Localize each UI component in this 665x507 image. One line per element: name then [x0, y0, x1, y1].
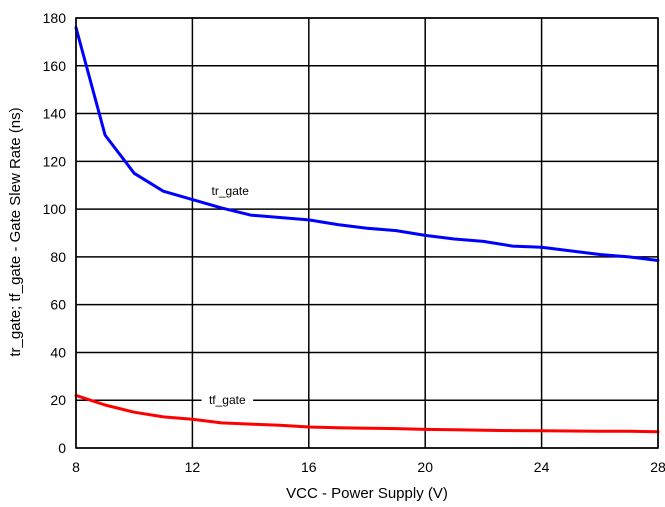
series-label-background [201, 392, 254, 408]
x-tick-label: 8 [72, 459, 80, 475]
y-tick-label: 60 [50, 297, 66, 313]
y-tick-label: 180 [43, 10, 67, 26]
series-line-tf_gate [74, 393, 660, 434]
y-tick-label: 20 [50, 392, 66, 408]
series-label-background [204, 183, 257, 199]
x-tick-label: 24 [534, 459, 550, 475]
y-tick-label: 120 [43, 153, 67, 169]
y-tick-label: 140 [43, 106, 67, 122]
y-tick-label: 40 [50, 344, 66, 360]
x-tick-label: 16 [301, 459, 317, 475]
y-tick-label: 160 [43, 58, 67, 74]
y-tick-label: 100 [43, 201, 67, 217]
y-tick-label: 0 [58, 440, 66, 456]
series-lines [74, 26, 660, 434]
series-label-tr_gate: tr_gate [212, 184, 250, 198]
grid-lines [75, 17, 659, 449]
series-line-tr_gate [74, 26, 660, 262]
x-tick-label: 28 [650, 459, 665, 475]
plot-frame [75, 17, 659, 449]
series-labels: tr_gate tf_gate [201, 183, 257, 408]
x-tick-label: 20 [417, 459, 433, 475]
series-label-tf_gate: tf_gate [209, 393, 246, 407]
y-tick-label: 80 [50, 249, 66, 265]
x-tick-labels: 8 12 16 20 24 28 [72, 459, 665, 475]
y-tick-labels: 0 20 40 60 80 100 120 140 160 180 [43, 10, 67, 456]
y-axis-title: tr_gate; tf_gate - Gate Slew Rate (ns) [7, 107, 24, 356]
x-axis-title: VCC - Power Supply (V) [286, 485, 448, 502]
x-tick-label: 12 [185, 459, 201, 475]
